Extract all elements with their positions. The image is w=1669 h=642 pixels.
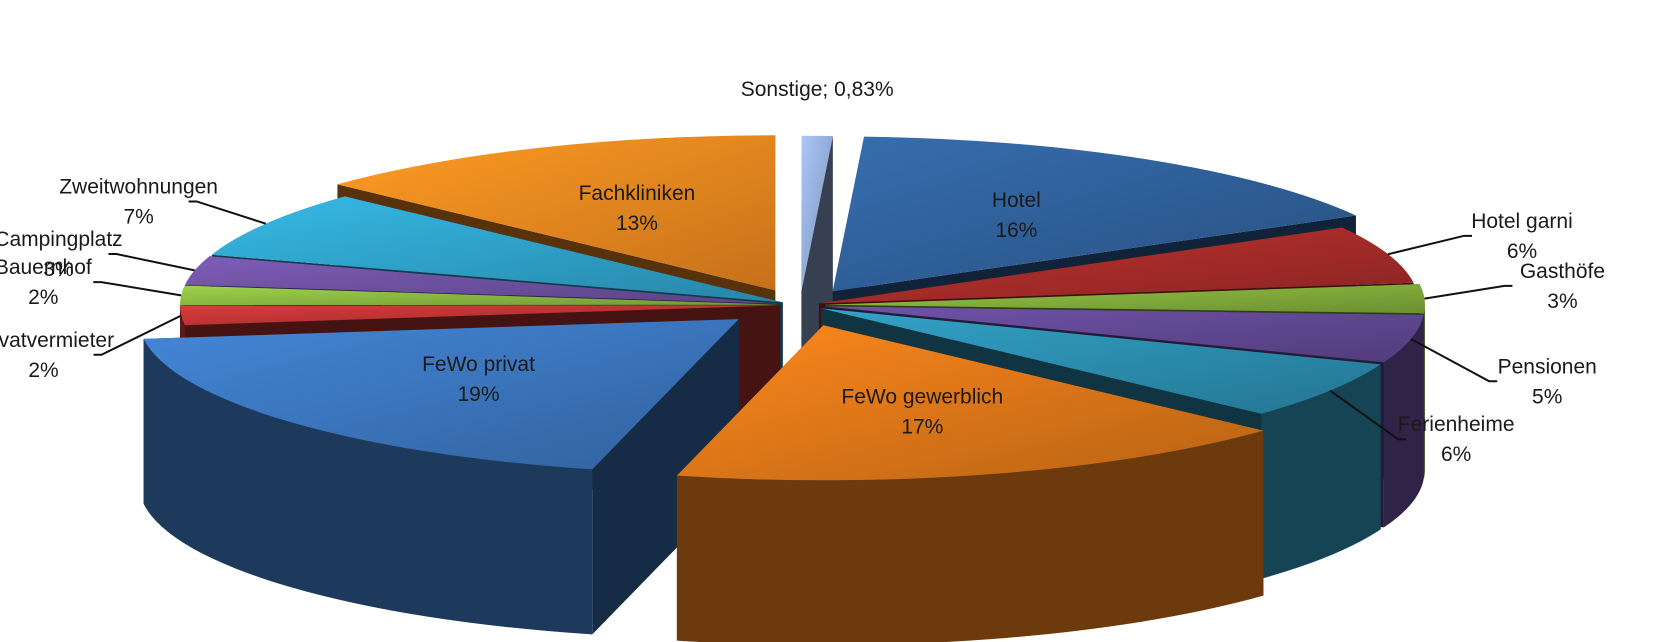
leader-line-zweitwohnungen	[188, 200, 267, 225]
leader-line-campingplatz	[108, 253, 195, 272]
slice-privatvermieter	[180, 305, 781, 326]
slice-hotel	[832, 136, 1356, 292]
pct-label-hotel: 16%	[995, 219, 1037, 242]
leader-line-hotel-garni	[1387, 234, 1472, 256]
pct-label-hotel-garni: 6%	[1507, 240, 1537, 263]
label-zweitwohnungen: Zweitwohnungen	[59, 175, 218, 198]
pct-label-fachkliniken: 13%	[616, 212, 658, 235]
label-bauernhof: Bauernhof	[0, 256, 92, 279]
label-ferienheime: Ferienheime	[1398, 413, 1515, 436]
pct-label-fewo-gewerblich: 17%	[901, 415, 943, 438]
leader-line-ferienheime	[1329, 389, 1407, 441]
slice-sonstige-0-83	[801, 135, 833, 291]
slice-side-gasthoefe	[1424, 304, 1425, 479]
slice-fewo-privat	[143, 319, 739, 470]
slice-hotel-garni	[818, 227, 1414, 304]
pct-label-campingplatz: 3%	[43, 258, 73, 281]
pct-label-gasthoefe: 3%	[1547, 290, 1577, 313]
slice-fewo-gewerblich	[676, 325, 1264, 481]
label-fewo-gewerblich: FeWo gewerblich	[841, 385, 1003, 408]
leader-line-pensionen	[1410, 338, 1498, 383]
label-sonstige-0-83: Sonstige; 0,83%	[741, 78, 894, 101]
leader-line-bauernhof	[93, 281, 182, 297]
slice-bauernhof	[180, 285, 781, 306]
slice-side-fewo-gewerblich	[676, 430, 1264, 642]
slice-side-fewo-privat	[143, 338, 593, 635]
label-hotel-garni: Hotel garni	[1471, 210, 1573, 233]
slice-fachkliniken	[337, 135, 776, 291]
label-fewo-privat: FeWo privat	[422, 353, 535, 376]
slice-zweitwohnungen	[211, 196, 783, 303]
slice-ferienheime	[821, 308, 1381, 414]
pct-label-fewo-privat: 19%	[458, 383, 500, 406]
label-privatvermieter: Privatvermieter	[0, 329, 114, 352]
label-fachkliniken: Fachkliniken	[579, 182, 696, 205]
pct-label-zweitwohnungen: 7%	[123, 205, 153, 228]
label-campingplatz: Campingplatz	[0, 228, 123, 251]
leader-line-gasthoefe	[1424, 284, 1513, 300]
slice-pensionen	[824, 306, 1424, 363]
label-hotel: Hotel	[992, 189, 1041, 212]
pct-label-ferienheime: 6%	[1441, 443, 1471, 466]
leader-line-privatvermieter	[93, 314, 182, 356]
slice-tops-layer	[143, 135, 1425, 481]
label-pensionen: Pensionen	[1498, 355, 1597, 378]
pct-label-bauernhof: 2%	[28, 286, 58, 309]
leader-lines-layer	[93, 200, 1513, 441]
pct-label-pensionen: 5%	[1532, 385, 1562, 408]
slice-campingplatz	[185, 256, 781, 304]
pct-label-privatvermieter: 2%	[28, 359, 58, 382]
label-gasthoefe: Gasthöfe	[1520, 260, 1605, 283]
slice-side-pensionen	[1383, 314, 1424, 528]
slice-side-ferienheime	[1261, 364, 1381, 579]
slice-gasthoefe	[824, 284, 1425, 314]
